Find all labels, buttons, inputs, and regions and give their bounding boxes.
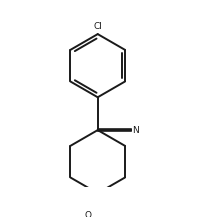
Text: Cl: Cl bbox=[93, 22, 102, 31]
Text: O: O bbox=[84, 210, 91, 217]
Text: N: N bbox=[132, 126, 138, 135]
